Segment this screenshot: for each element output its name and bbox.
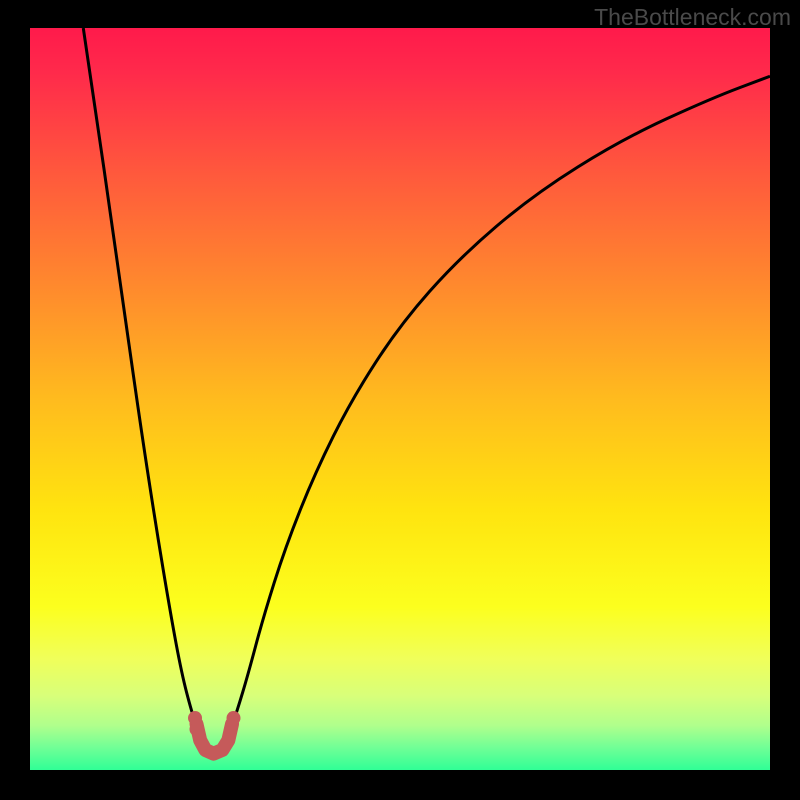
dip-marker-dot	[227, 711, 241, 725]
curve-left-branch	[83, 28, 198, 733]
curve-right-branch	[230, 76, 770, 733]
bottleneck-plot	[30, 28, 770, 770]
dip-marker-dot	[188, 711, 202, 725]
watermark-text: TheBottleneck.com	[594, 4, 791, 31]
dip-marker-dot	[190, 722, 204, 736]
dip-marker	[197, 724, 233, 754]
curve-layer	[30, 28, 770, 770]
